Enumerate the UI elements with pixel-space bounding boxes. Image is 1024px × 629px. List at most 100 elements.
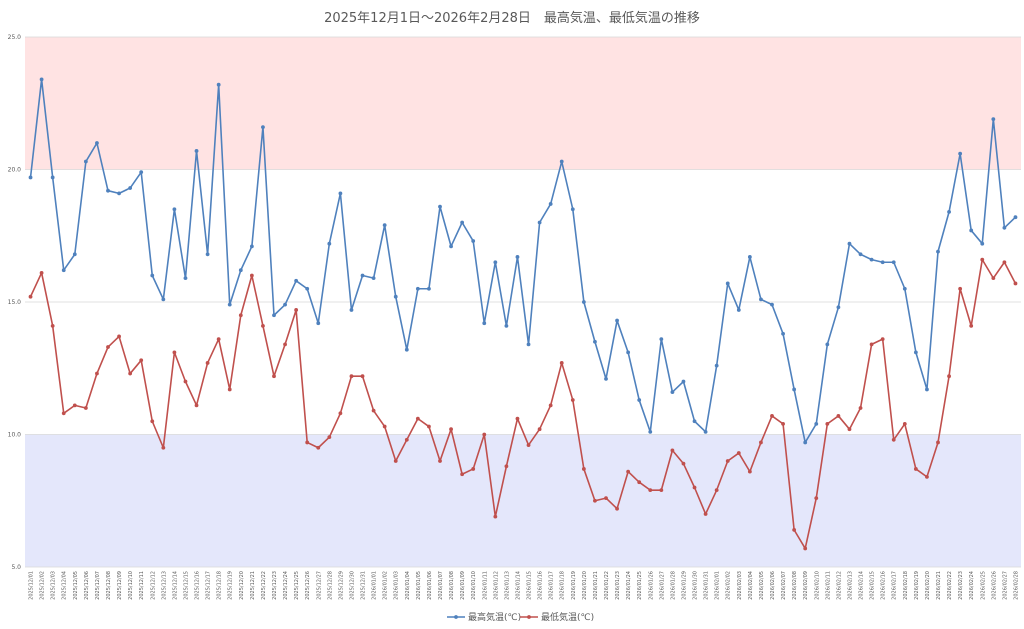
x-tick-label: 2026/02/21: [936, 571, 942, 600]
x-tick-label: 2025/12/21: [250, 571, 256, 600]
data-point-min: [836, 414, 841, 418]
x-tick-label: 2026/02/27: [1002, 571, 1008, 600]
data-point-max: [615, 318, 619, 323]
data-point-max: [504, 323, 509, 328]
data-point-min: [415, 416, 420, 421]
data-point-min: [305, 440, 310, 445]
x-tick-label: 2025/12/31: [361, 571, 367, 600]
data-point-min: [902, 422, 907, 426]
data-point-max: [117, 191, 121, 196]
data-point-max: [991, 117, 996, 122]
data-point-max: [958, 151, 963, 156]
data-point-max: [249, 244, 254, 249]
data-point-max: [626, 350, 631, 355]
data-point-min: [261, 323, 265, 328]
x-tick-label: 2026/01/17: [549, 571, 555, 600]
data-point-max: [61, 268, 66, 273]
x-tick-label: 2026/01/18: [560, 571, 566, 600]
data-point-max: [880, 260, 885, 265]
threshold-bands: [25, 37, 1021, 567]
data-point-max: [515, 255, 520, 259]
data-point-min: [880, 337, 885, 341]
x-tick-label: 2026/02/09: [803, 571, 809, 600]
data-point-max: [581, 300, 586, 304]
data-point-max: [692, 419, 697, 424]
x-tick-label: 2026/02/10: [814, 571, 820, 600]
data-point-max: [725, 281, 730, 286]
x-tick-label: 2025/12/08: [106, 571, 112, 600]
data-point-min: [39, 270, 44, 275]
data-point-max: [814, 422, 819, 426]
data-point-min: [626, 469, 631, 474]
data-point-min: [95, 371, 99, 376]
data-point-max: [1013, 215, 1018, 220]
x-tick-label: 2026/02/11: [825, 571, 831, 600]
data-point-max: [305, 286, 310, 291]
data-point-min: [781, 422, 785, 426]
data-point-min: [72, 403, 77, 408]
x-tick-label: 2025/12/16: [195, 571, 201, 600]
data-point-min: [814, 496, 819, 500]
x-tick-label: 2025/12/07: [95, 571, 101, 600]
data-point-max: [781, 331, 785, 336]
x-tick-label: 2025/12/10: [128, 571, 134, 600]
data-point-min: [482, 432, 487, 437]
x-tick-label: 2026/01/02: [383, 571, 389, 600]
x-tick-label: 2026/01/08: [449, 571, 455, 600]
x-tick-label: 2026/02/02: [726, 571, 732, 600]
data-point-min: [117, 334, 121, 339]
data-point-min: [936, 440, 940, 445]
data-point-max: [205, 252, 210, 257]
x-tick-label: 2026/01/27: [659, 571, 665, 600]
data-point-min: [106, 345, 110, 349]
data-point-max: [648, 429, 653, 434]
data-point-max: [759, 297, 763, 302]
x-tick-label: 2026/02/23: [958, 571, 964, 600]
x-tick-label: 2025/12/15: [183, 571, 189, 600]
x-tick-label: 2025/12/28: [327, 571, 333, 600]
x-tick-label: 2025/12/12: [150, 571, 156, 600]
data-point-max: [803, 440, 808, 445]
data-point-min: [891, 437, 896, 442]
x-tick-label: 2026/02/19: [914, 571, 920, 600]
data-point-max: [371, 276, 376, 281]
x-tick-label: 2026/02/03: [737, 571, 743, 600]
data-point-max: [50, 175, 55, 180]
x-tick-label: 2026/01/06: [427, 571, 433, 600]
data-point-max: [449, 244, 453, 249]
x-tick-label: 2026/02/18: [903, 571, 909, 600]
data-point-min: [227, 387, 232, 392]
data-point-min: [349, 374, 354, 379]
x-tick-label: 2025/12/09: [117, 571, 123, 600]
x-tick-label: 2025/12/06: [84, 571, 90, 600]
data-point-min: [272, 374, 276, 379]
data-point-min: [183, 379, 188, 384]
x-tick-label: 2025/12/22: [261, 571, 267, 600]
data-point-max: [150, 273, 155, 278]
data-point-min: [615, 506, 619, 511]
x-tick-label: 2026/02/13: [847, 571, 853, 600]
x-tick-label: 2026/01/09: [460, 571, 466, 600]
data-point-max: [28, 175, 33, 180]
data-point-min: [128, 371, 133, 376]
series-points: [28, 77, 1018, 551]
x-tick-label: 2025/12/23: [272, 571, 278, 600]
x-tick-label: 2026/02/26: [991, 571, 997, 600]
data-point-max: [283, 302, 287, 307]
legend-marker-max: [454, 615, 458, 619]
data-point-min: [449, 427, 453, 432]
x-tick-label: 2026/02/14: [859, 571, 865, 600]
data-point-min: [681, 461, 686, 466]
data-point-max: [526, 342, 531, 347]
x-tick-label: 2026/01/04: [405, 571, 411, 600]
data-point-max: [825, 342, 830, 347]
data-point-min: [427, 424, 431, 429]
x-tick-label: 2026/02/04: [748, 571, 754, 600]
data-point-min: [659, 488, 664, 493]
x-tick-label: 2026/01/21: [593, 571, 599, 600]
data-point-max: [95, 141, 99, 145]
x-tick-label: 2026/01/16: [538, 571, 544, 600]
data-point-min: [249, 273, 254, 278]
x-tick-label: 2026/01/12: [493, 571, 499, 600]
x-tick-label: 2025/12/27: [316, 571, 322, 600]
